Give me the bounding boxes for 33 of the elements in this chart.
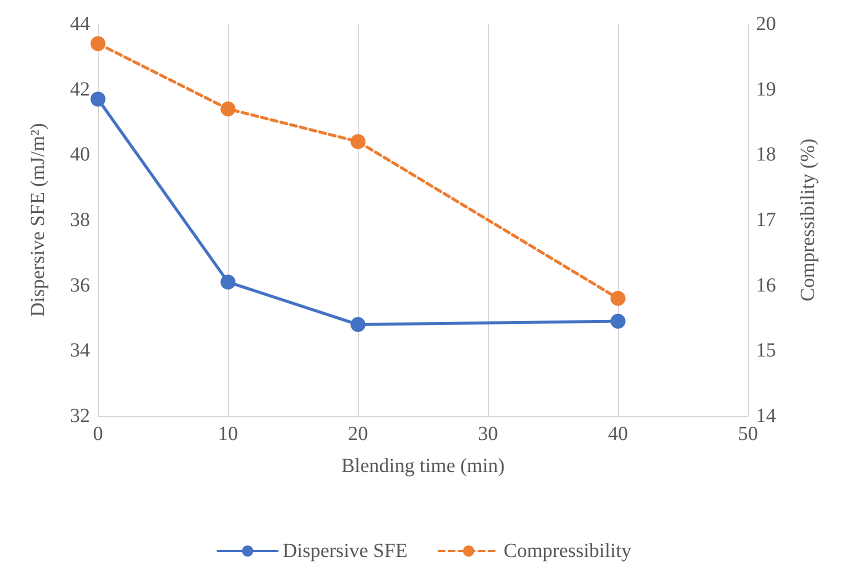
y-tick-label: 34 [70,340,90,362]
point [610,290,626,306]
y-tick-label: 40 [70,144,90,166]
y-tick-label: 42 [70,78,90,100]
y2-tick-label: 20 [756,13,776,35]
x-tick-label: 20 [348,423,368,445]
point [90,36,106,52]
legend-label: Dispersive SFE [282,540,408,562]
x-axis-title: Blending time (min) [341,455,505,477]
point [90,92,106,107]
y-axis-title: Dispersive SFE (mJ/m²) [27,123,49,317]
point [350,317,366,332]
x-tick-label: 40 [608,423,628,445]
y-tick-label: 38 [70,209,90,231]
y-tick-label: 36 [70,274,90,296]
point [220,274,236,290]
y2-tick-label: 14 [756,405,776,427]
y2-tick-label: 15 [756,340,776,362]
point [610,314,626,329]
point [350,134,366,150]
y2-tick-label: 17 [756,209,776,231]
point [220,101,236,116]
legend-label: Compressibility [504,540,632,562]
x-tick-label: 0 [93,423,103,445]
y-tick-label: 32 [70,405,90,427]
x-tick-label: 10 [218,423,238,445]
y2-tick-label: 16 [756,274,776,296]
y-tick-label: 44 [70,13,90,35]
x-tick-label: 30 [478,423,498,445]
y2-tick-label: 18 [756,144,776,166]
y2-tick-label: 19 [756,78,776,100]
y2-axis-title: Compressibility (%) [797,138,819,302]
x-tick-label: 50 [738,423,758,445]
